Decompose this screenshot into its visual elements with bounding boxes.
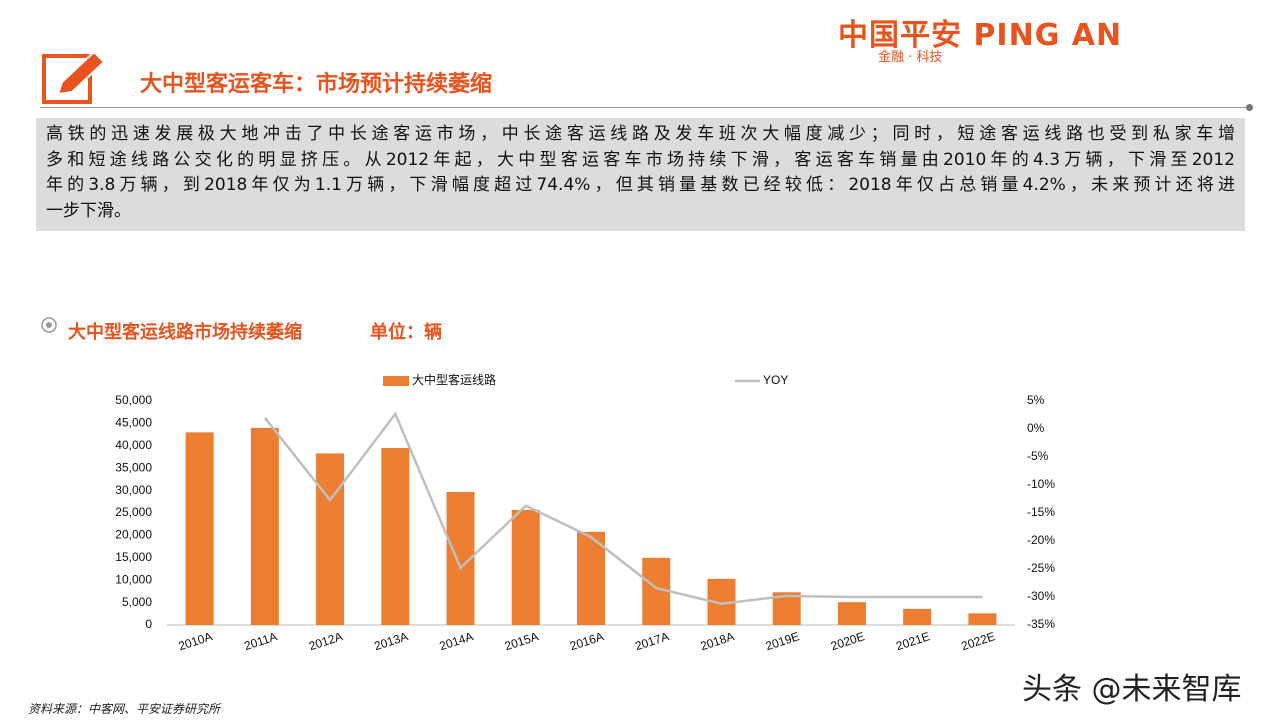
bar [511,509,540,625]
logo-tagline: 金融 · 科技 [878,50,943,65]
watermark: 头条 @未来智库 [1022,672,1242,707]
legend-label: 大中型客运线路 [412,372,496,387]
y-tick-label: 40,000 [115,438,152,452]
bar [185,432,214,625]
y-tick-label: 10,000 [115,572,152,586]
bar [381,448,410,625]
divider-dot [1246,104,1253,111]
y-tick-label: 50,000 [115,393,152,407]
x-tick-label: 2016A [568,629,605,653]
y-tick-label: 5,000 [122,595,152,609]
x-tick-label: 2022E [959,629,996,653]
y-tick-label: 15,000 [115,550,152,564]
x-tick-label: 2011A [242,629,278,653]
x-tick-label: 2013A [372,629,409,653]
x-tick-label: 2018A [699,629,736,653]
y-tick-label: 0 [145,617,152,631]
summary-line: 高铁的迅速发展极大地冲击了中长途客运市场，中长途客运线路及发车班次大幅度减少；同… [46,124,1235,144]
summary-line: 年的3.8万辆，到2018年仅为1.1万辆，下滑幅度超过74.4%，但其销量基数… [46,175,1235,195]
y2-tick-label: -15% [1027,505,1055,519]
y2-tick-label: 5% [1027,393,1045,407]
y2-tick-label: -5% [1027,449,1049,463]
y2-tick-label: -30% [1027,589,1055,603]
y2-tick-label: -25% [1027,561,1055,575]
edit-icon [42,54,106,104]
x-tick-label: 2020E [829,629,866,653]
bullet-icon [41,317,57,333]
y2-tick-label: -35% [1027,617,1055,631]
page-title: 大中型客运客车：市场预计持续萎缩 [140,72,493,97]
y-tick-label: 45,000 [115,416,152,430]
y-tick-label: 30,000 [115,483,152,497]
x-tick-label: 2014A [438,629,475,653]
x-tick-label: 2012A [307,629,344,653]
summary-box: 高铁的迅速发展极大地冲击了中长途客运市场，中长途客运线路及发车班次大幅度减少；同… [36,118,1245,231]
summary-line: 一步下滑。 [46,200,131,221]
bar [968,613,997,625]
y-tick-label: 20,000 [115,528,152,542]
divider [40,107,1248,108]
line [263,411,983,605]
bar [577,531,605,625]
y2-tick-label: 0% [1027,421,1045,435]
bar [903,608,932,625]
y-tick-label: 25,000 [115,505,152,519]
chart-unit: 单位：辆 [370,322,442,343]
y2-tick-label: -10% [1027,477,1055,491]
chart: 0 5,000 10,000 15,000 20,000 25,000 30,000 35,0… [115,372,1055,653]
x-tick-label: 2010A [177,629,214,653]
x-tick-label: 2017A [633,629,670,653]
y-tick-label: 35,000 [115,460,152,474]
source-note: 资料来源：中客网、平安证券研究所 [28,702,221,716]
legend-label: YOY [763,373,788,387]
x-tick-label: 2015A [503,629,540,653]
chart-title: 大中型客运线路市场持续萎缩 [68,322,302,343]
x-tick-label: 2021E [894,629,931,653]
bar [316,453,345,625]
bar [250,427,279,625]
x-tick-label: 2019E [764,629,801,653]
bar [837,602,866,625]
legend-swatch [383,376,409,386]
logo: 中国平安 PING AN [838,18,1123,53]
y2-tick-label: -20% [1027,533,1055,547]
summary-line: 多和短途线路公交化的明显挤压。从2012年起，大中型客运客车市场持续下滑，客运客… [46,149,1235,170]
